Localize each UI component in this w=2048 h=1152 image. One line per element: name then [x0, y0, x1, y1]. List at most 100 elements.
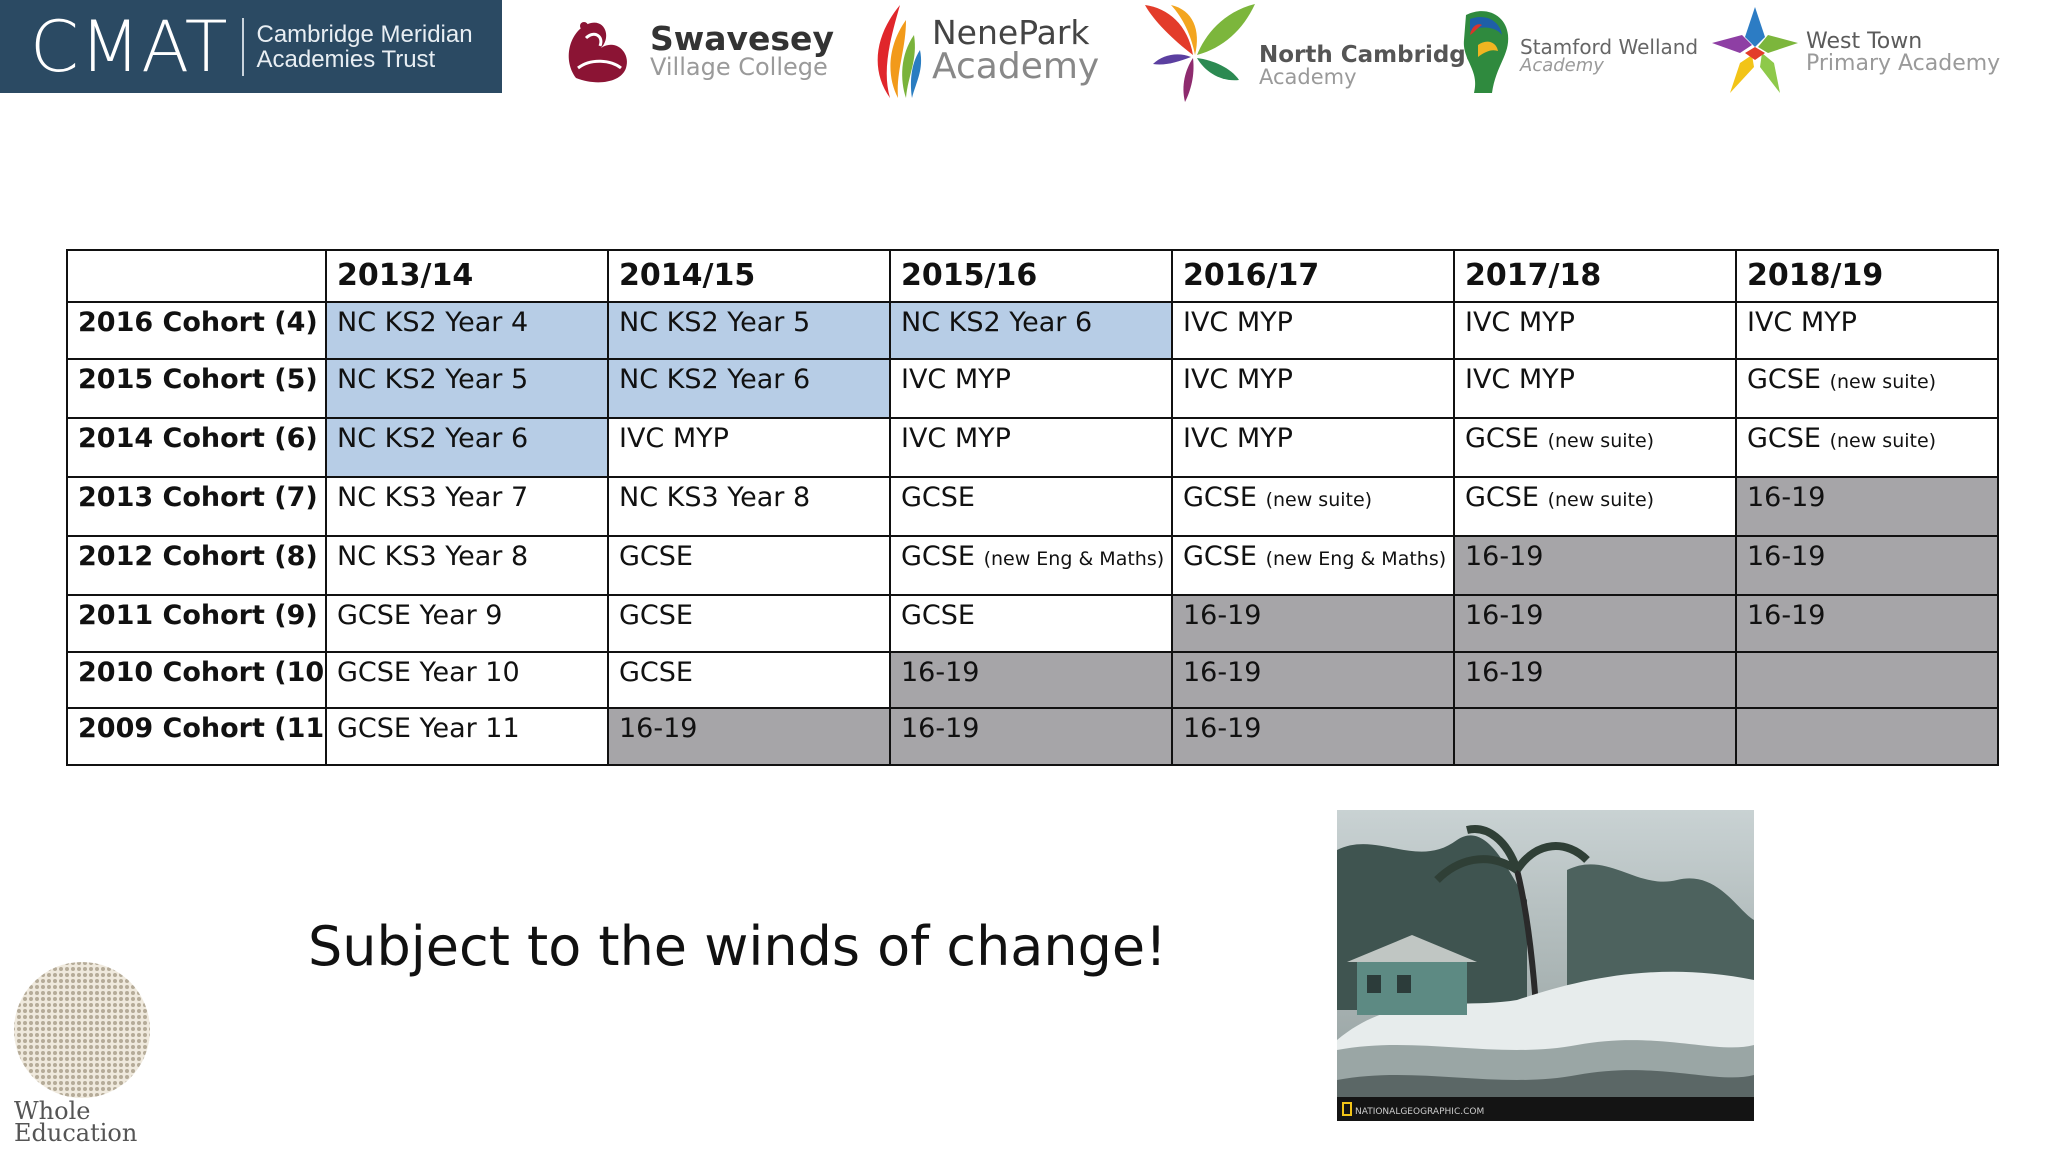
cell-text: GCSE	[619, 656, 693, 688]
cell-text: 16-19	[1183, 600, 1262, 632]
cell-text: 16-19	[1465, 600, 1544, 632]
swan-icon	[568, 22, 627, 83]
table-cell: 16-19	[1735, 535, 1999, 597]
storm-photo: NATIONALGEOGRAPHIC.COM	[1337, 810, 1754, 1121]
table-cell: IVC MYP	[1171, 357, 1455, 419]
cohort-label: 2009 Cohort (11)	[66, 707, 327, 766]
cmat-divider	[242, 17, 245, 76]
star-icon	[1712, 7, 1798, 93]
table-cell: GCSE Year 9	[325, 594, 609, 653]
year-header-2016-17: 2016/17	[1171, 249, 1455, 303]
cell-text: GCSE Year 11	[337, 713, 520, 745]
table-cell	[1735, 650, 1999, 710]
stamford-name: Stamford Welland	[1520, 35, 1699, 59]
cell-text: NC KS2 Year 4	[337, 307, 529, 338]
cell-text: NC KS2 Year 6	[901, 307, 1093, 338]
cell-text: IVC MYP	[1747, 307, 1857, 338]
cell-text: GCSE	[1465, 422, 1539, 454]
lion-head-icon	[1463, 11, 1509, 94]
table-cell: IVC MYP	[1453, 301, 1737, 360]
cohort-label: 2011 Cohort (9)	[66, 594, 327, 653]
table-cell: GCSE	[889, 475, 1173, 538]
table-cell: 16-19	[1171, 594, 1455, 653]
table-cell: GCSE (new Eng & Maths)	[889, 535, 1173, 597]
cell-text: 16-19	[1465, 656, 1544, 688]
cell-text: 16-19	[1183, 656, 1262, 688]
cmat-fullname: Cambridge Meridian Academies Trust	[256, 22, 472, 72]
table-cell: 16-19	[1453, 535, 1737, 597]
table-cell: 16-19	[1735, 594, 1999, 653]
cell-text: 16-19	[1747, 541, 1826, 573]
cell-text: IVC MYP	[901, 363, 1011, 395]
whole-education-line1: Whole	[14, 1097, 91, 1125]
cell-text: IVC MYP	[1183, 307, 1293, 338]
table-row: 2009 Cohort (11) GCSE Year 11 16-19 16-19 16…	[66, 707, 1999, 766]
table-cell: NC KS2 Year 5	[607, 301, 891, 360]
cell-text: GCSE	[901, 481, 975, 513]
cell-text: NC KS3 Year 8	[337, 541, 529, 573]
cohort-label: 2012 Cohort (8)	[66, 535, 327, 597]
photo-credit: NATIONALGEOGRAPHIC.COM	[1355, 1107, 1484, 1117]
table-body: 2016 Cohort (4) NC KS2 Year 4 NC KS2 Year …	[66, 301, 1999, 766]
table-row: 2016 Cohort (4) NC KS2 Year 4 NC KS2 Year …	[66, 301, 1999, 360]
northcambridge-sub: Academy	[1259, 64, 1357, 89]
cell-text: GCSE	[901, 600, 975, 632]
table-row: 2013 Cohort (7) NC KS3 Year 7 NC KS3 Year …	[66, 475, 1999, 538]
cohort-label: 2014 Cohort (6)	[66, 416, 327, 478]
cell-text: 16-19	[901, 656, 980, 688]
cell-note: (new suite)	[1547, 488, 1655, 511]
butterfly-icon	[1145, 4, 1255, 102]
swavesey-sub: Village College	[650, 52, 828, 81]
cell-text: NC KS3 Year 7	[337, 481, 529, 513]
cell-text: NC KS2 Year 6	[337, 422, 529, 454]
table-cell: IVC MYP	[889, 416, 1173, 478]
cell-text: 16-19	[619, 713, 698, 745]
table-cell: 16-19	[1171, 650, 1455, 710]
cell-text: 16-19	[1747, 481, 1826, 513]
cell-text: GCSE	[1465, 481, 1539, 513]
cell-text: GCSE	[619, 541, 693, 573]
table-cell: IVC MYP	[607, 416, 891, 478]
swavesey-logo: Swavesey Village College	[556, 0, 834, 100]
cell-note: (new Eng & Maths)	[983, 548, 1165, 571]
table-cell: IVC MYP	[1453, 357, 1737, 419]
cell-note: (new suite)	[1829, 370, 1937, 393]
whole-education-logo	[14, 962, 150, 1098]
cell-text: IVC MYP	[1465, 307, 1575, 338]
stamford-logo: Stamford Welland Academy	[1456, 0, 1698, 100]
table-header-row: 2013/14 2014/15 2015/16 2016/17 2017/18 2018/…	[66, 249, 1999, 303]
table-cell: GCSE	[607, 535, 891, 597]
cell-text: GCSE	[1183, 541, 1257, 573]
table-row: 2011 Cohort (9) GCSE Year 9 GCSE GCSE 16-19 1…	[66, 594, 1999, 653]
table-cell: GCSE (new suite)	[1735, 357, 1999, 419]
table-cell: NC KS3 Year 8	[607, 475, 891, 538]
cell-text: IVC MYP	[1183, 363, 1293, 395]
cell-text: GCSE	[1183, 481, 1257, 513]
cell-text: NC KS2 Year 6	[619, 363, 811, 395]
cell-text: IVC MYP	[1183, 422, 1293, 454]
cell-note: (new suite)	[1829, 429, 1937, 452]
northcambridge-logo: North Cambridge Academy	[1143, 0, 1481, 105]
year-header-2015-16: 2015/16	[889, 249, 1173, 303]
cell-text: GCSE	[901, 541, 975, 573]
cell-note: (new suite)	[1547, 429, 1655, 452]
stamford-sub: Academy	[1520, 55, 1604, 76]
table-corner-cell	[66, 249, 327, 303]
table-cell: 16-19	[889, 650, 1173, 710]
table-cell: GCSE	[607, 594, 891, 653]
cohort-label: 2013 Cohort (7)	[66, 475, 327, 538]
westtown-sub: Primary Academy	[1806, 51, 2001, 76]
year-header-2017-18: 2017/18	[1453, 249, 1737, 303]
cmat-line2: Academies Trust	[256, 45, 436, 73]
westtown-name: West Town	[1806, 29, 1923, 54]
table-row: 2010 Cohort (10) GCSE Year 10 GCSE 16-19 16-…	[66, 650, 1999, 710]
table-cell: GCSE	[889, 594, 1173, 653]
table-cell: GCSE (new suite)	[1453, 475, 1737, 538]
table-cell: IVC MYP	[889, 357, 1173, 419]
cohort-label: 2016 Cohort (4)	[66, 301, 327, 360]
table-row: 2012 Cohort (8) NC KS3 Year 8 GCSE GCSE (ne…	[66, 535, 1999, 597]
table-cell: 16-19	[1453, 650, 1737, 710]
table-cell: NC KS2 Year 4	[325, 301, 609, 360]
cell-text: NC KS2 Year 5	[337, 363, 529, 395]
table-cell: GCSE	[607, 650, 891, 710]
